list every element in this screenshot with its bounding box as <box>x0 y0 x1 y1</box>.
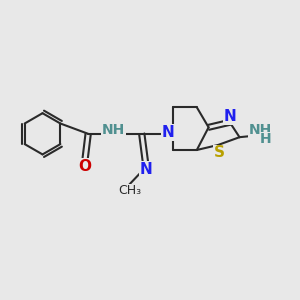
Text: NH: NH <box>102 123 125 137</box>
Text: N: N <box>140 162 153 177</box>
Text: H: H <box>260 132 272 146</box>
Text: CH₃: CH₃ <box>118 184 141 197</box>
Text: S: S <box>213 146 224 160</box>
Text: NH: NH <box>248 123 272 137</box>
Text: N: N <box>224 109 237 124</box>
Text: N: N <box>161 125 174 140</box>
Text: O: O <box>79 159 92 174</box>
